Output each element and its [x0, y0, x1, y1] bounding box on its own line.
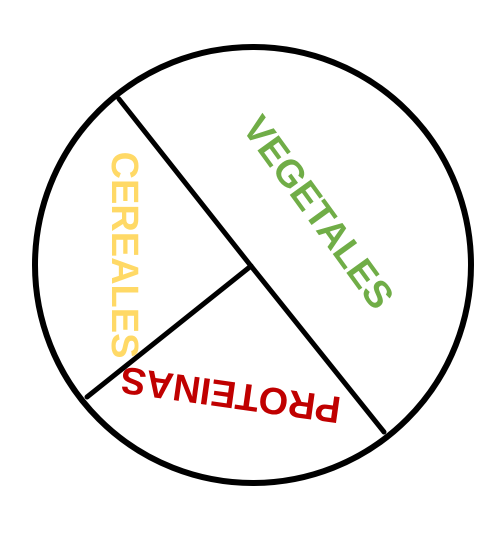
divider-cereales-proteinas [84, 263, 254, 400]
divider-vegetales-cereales [116, 96, 254, 269]
divider-vegetales-proteinas [248, 263, 387, 435]
cereales-label: CEREALES [103, 152, 145, 359]
